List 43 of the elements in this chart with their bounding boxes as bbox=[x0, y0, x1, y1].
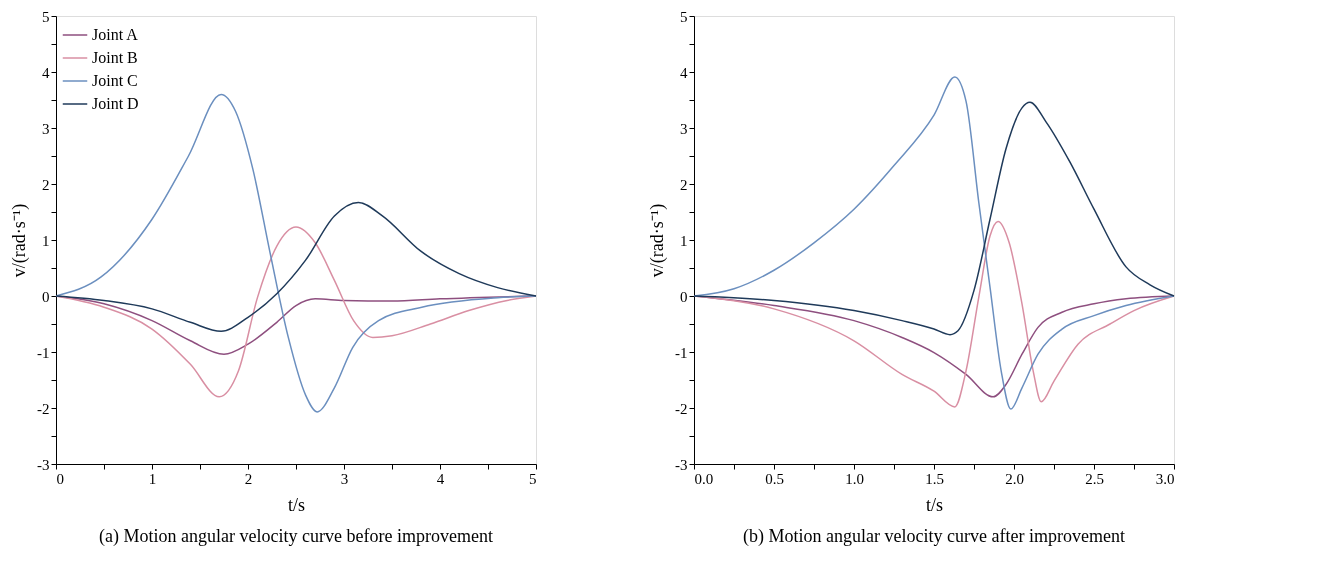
y-tick-label: -3 bbox=[37, 456, 50, 473]
y-tick-label: 5 bbox=[42, 8, 50, 25]
x-tick-label: 2 bbox=[244, 470, 253, 487]
x-tick-label: 1.0 bbox=[845, 470, 864, 487]
x-tick-label: 3.0 bbox=[1155, 470, 1175, 487]
y-axis-title: v/(rad·s⁻¹) bbox=[9, 203, 30, 278]
text: (b) Motion angular velocity curve after improvement bbox=[743, 526, 1125, 547]
x-tick-label: 5 bbox=[529, 470, 537, 487]
legend-label: Joint A bbox=[92, 26, 139, 43]
y-tick-label: -2 bbox=[675, 400, 688, 417]
y-tick-label: -3 bbox=[675, 456, 688, 473]
y-tick-label: 5 bbox=[680, 8, 688, 25]
x-tick-label: 0 bbox=[56, 470, 64, 487]
y-tick-label: 0 bbox=[680, 288, 688, 305]
y-tick-label: 2 bbox=[680, 176, 688, 193]
y-tick-label: -1 bbox=[37, 344, 50, 361]
y-axis-title: v/(rad·s⁻¹) bbox=[647, 203, 668, 278]
y-tick-label: 3 bbox=[42, 120, 50, 137]
y-tick-label: 2 bbox=[42, 176, 50, 193]
y-tick-label: 0 bbox=[42, 288, 50, 305]
x-tick-label: 0.5 bbox=[765, 470, 784, 487]
y-tick-label: 4 bbox=[680, 64, 688, 81]
y-tick-label: 4 bbox=[42, 64, 50, 81]
x-tick-label: 2.0 bbox=[1005, 470, 1024, 487]
legend-label: Joint C bbox=[92, 72, 138, 89]
legend-label: Joint D bbox=[92, 95, 139, 112]
x-axis-title: t/s bbox=[287, 494, 306, 515]
line-series bbox=[693, 101, 1175, 336]
x-tick-label: 4 bbox=[436, 470, 445, 487]
text: (a) Motion angular velocity curve before improvement bbox=[99, 526, 493, 547]
y-tick-label: 1 bbox=[42, 232, 50, 249]
x-tick-label: 1 bbox=[148, 470, 157, 487]
x-tick-label: 2.5 bbox=[1085, 470, 1104, 487]
y-tick-label: 3 bbox=[680, 120, 688, 137]
legend-label: Joint B bbox=[92, 49, 138, 66]
line-series bbox=[55, 201, 537, 333]
x-tick-label: 0.0 bbox=[694, 470, 714, 487]
x-tick-label: 3 bbox=[340, 470, 349, 487]
x-tick-label: 1.5 bbox=[925, 470, 944, 487]
x-axis-title: t/s bbox=[925, 494, 944, 515]
y-tick-label: -1 bbox=[675, 344, 688, 361]
y-tick-label: -2 bbox=[37, 400, 50, 417]
y-tick-label: 1 bbox=[680, 232, 688, 249]
